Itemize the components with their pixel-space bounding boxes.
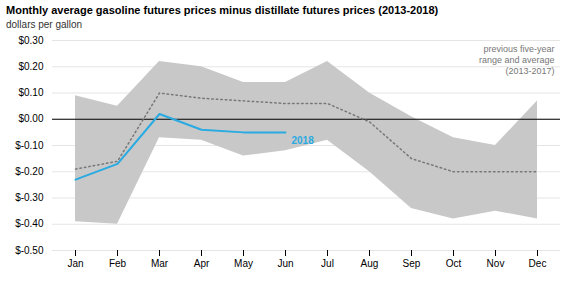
svg-text:Apr: Apr <box>194 258 210 269</box>
svg-text:Aug: Aug <box>361 258 379 269</box>
svg-text:Jan: Jan <box>67 258 83 269</box>
svg-text:Jun: Jun <box>277 258 293 269</box>
svg-text:Nov: Nov <box>487 258 505 269</box>
svg-text:$0.30: $0.30 <box>18 35 43 46</box>
svg-text:$-0.20: $-0.20 <box>15 166 44 177</box>
svg-text:Sep: Sep <box>403 258 421 269</box>
svg-text:$0.10: $0.10 <box>18 87 43 98</box>
svg-text:previous five-yearrange and av: previous five-yearrange and average(2013… <box>479 44 555 76</box>
svg-text:2018: 2018 <box>292 135 315 146</box>
svg-text:May: May <box>234 258 253 269</box>
svg-text:$-0.40: $-0.40 <box>15 218 44 229</box>
svg-text:Mar: Mar <box>151 258 169 269</box>
svg-text:Dec: Dec <box>529 258 547 269</box>
html-text:dollars per gallon: dollars per gallon <box>6 19 83 30</box>
svg-text:$0.00: $0.00 <box>18 113 43 124</box>
svg-text:Feb: Feb <box>109 258 127 269</box>
svg-text:$-0.50: $-0.50 <box>15 245 44 256</box>
svg-text:$-0.30: $-0.30 <box>15 192 44 203</box>
html-text:Monthly average gasoline futur: Monthly average gasoline futures prices … <box>6 4 439 16</box>
svg-text:Jul: Jul <box>321 258 334 269</box>
svg-text:$-0.10: $-0.10 <box>15 140 44 151</box>
svg-text:Oct: Oct <box>446 258 462 269</box>
svg-text:$0.20: $0.20 <box>18 61 43 72</box>
